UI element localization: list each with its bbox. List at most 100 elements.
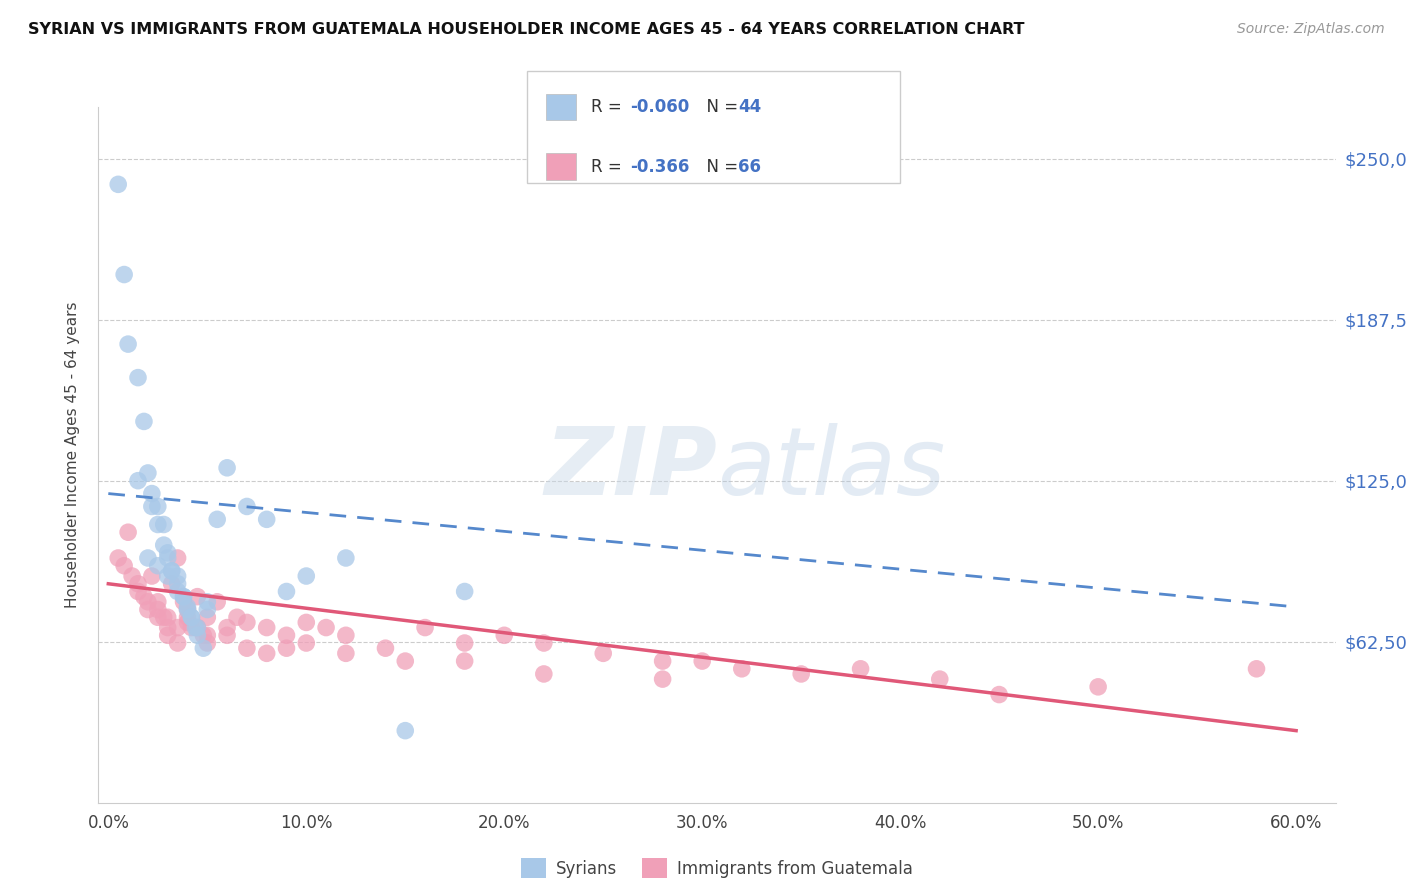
Point [453, 636, 475, 650]
Point [127, 474, 149, 488]
Point [276, 584, 298, 599]
Point [195, 628, 218, 642]
Point [156, 621, 179, 635]
Text: R =: R = [591, 158, 627, 176]
Point [112, 268, 135, 282]
Text: -0.060: -0.060 [630, 98, 689, 116]
Point [180, 621, 202, 635]
Point [173, 590, 195, 604]
Point [146, 500, 169, 514]
Point [256, 646, 278, 660]
Point [315, 621, 337, 635]
Point [117, 525, 139, 540]
Point [592, 646, 614, 660]
Point [112, 558, 135, 573]
Point [453, 654, 475, 668]
Point [127, 584, 149, 599]
Point [205, 512, 228, 526]
Point [186, 621, 208, 635]
Text: N =: N = [696, 98, 744, 116]
Point [790, 667, 813, 681]
Point [160, 564, 183, 578]
Point [136, 466, 159, 480]
Point [195, 595, 218, 609]
Point [217, 460, 239, 475]
Point [107, 551, 129, 566]
Point [132, 590, 155, 604]
Point [160, 564, 183, 578]
Point [374, 641, 396, 656]
Point [146, 602, 169, 616]
Legend: Syrians, Immigrants from Guatemala: Syrians, Immigrants from Guatemala [515, 851, 920, 885]
Text: N =: N = [696, 158, 744, 176]
Point [136, 595, 159, 609]
Point [156, 628, 179, 642]
Point [849, 662, 872, 676]
Point [295, 569, 318, 583]
Point [236, 615, 259, 630]
Point [256, 621, 278, 635]
Point [156, 569, 179, 583]
Point [295, 615, 318, 630]
Text: Source: ZipAtlas.com: Source: ZipAtlas.com [1237, 22, 1385, 37]
Point [394, 723, 416, 738]
Point [186, 590, 208, 604]
Point [217, 628, 239, 642]
Point [236, 500, 259, 514]
Point [205, 595, 228, 609]
Point [132, 414, 155, 428]
Point [160, 576, 183, 591]
Point [141, 486, 163, 500]
Text: -0.366: -0.366 [630, 158, 689, 176]
Point [453, 584, 475, 599]
Point [117, 337, 139, 351]
Point [236, 641, 259, 656]
Text: ZIP: ZIP [544, 423, 717, 515]
Point [276, 641, 298, 656]
Point [186, 628, 208, 642]
Point [152, 517, 174, 532]
Point [180, 610, 202, 624]
Point [276, 628, 298, 642]
Point [176, 602, 198, 616]
Point [651, 672, 673, 686]
Point [335, 628, 357, 642]
Point [176, 602, 198, 616]
Point [226, 610, 249, 624]
Point [146, 595, 169, 609]
Point [156, 551, 179, 566]
Point [533, 636, 555, 650]
Point [731, 662, 754, 676]
Text: SYRIAN VS IMMIGRANTS FROM GUATEMALA HOUSEHOLDER INCOME AGES 45 - 64 YEARS CORREL: SYRIAN VS IMMIGRANTS FROM GUATEMALA HOUS… [28, 22, 1025, 37]
Y-axis label: Householder Income Ages 45 - 64 years: Householder Income Ages 45 - 64 years [65, 301, 80, 608]
Point [152, 610, 174, 624]
Point [1087, 680, 1109, 694]
Text: 44: 44 [738, 98, 762, 116]
Point [193, 641, 215, 656]
Point [335, 551, 357, 566]
Point [413, 621, 436, 635]
Point [107, 178, 129, 192]
Point [195, 636, 218, 650]
Point [166, 576, 188, 591]
Point [295, 636, 318, 650]
Point [217, 621, 239, 635]
Point [141, 569, 163, 583]
Point [928, 672, 950, 686]
Point [195, 610, 218, 624]
Point [166, 636, 188, 650]
Point [121, 569, 143, 583]
Text: atlas: atlas [717, 424, 945, 515]
Point [533, 667, 555, 681]
Point [184, 621, 207, 635]
Point [156, 610, 179, 624]
Point [127, 576, 149, 591]
Point [193, 628, 215, 642]
Point [146, 517, 169, 532]
Point [166, 584, 188, 599]
Point [146, 558, 169, 573]
Point [690, 654, 713, 668]
Point [176, 610, 198, 624]
Point [494, 628, 516, 642]
Point [152, 538, 174, 552]
